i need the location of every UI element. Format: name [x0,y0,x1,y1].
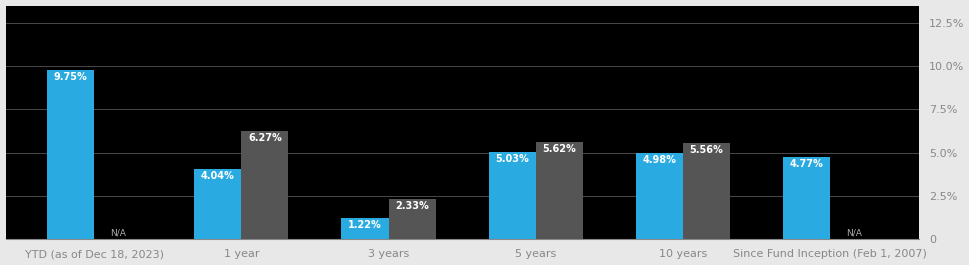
Text: 1.22%: 1.22% [348,220,382,230]
Text: 5.62%: 5.62% [542,144,576,154]
Bar [47,70,94,239]
Bar [635,153,682,239]
Bar [341,218,389,239]
Text: 5.03%: 5.03% [495,154,528,164]
Text: 9.75%: 9.75% [53,73,87,82]
Text: 4.77%: 4.77% [789,159,823,169]
Bar [194,169,241,239]
Text: N/A: N/A [109,229,126,238]
Bar [535,142,582,239]
Text: 2.33%: 2.33% [394,201,428,211]
Text: 4.98%: 4.98% [641,155,675,165]
Bar [682,143,730,239]
Text: 5.56%: 5.56% [689,145,723,155]
Text: 6.27%: 6.27% [248,133,281,143]
Text: 4.04%: 4.04% [201,171,234,181]
Bar [389,199,435,239]
Text: N/A: N/A [845,229,860,238]
Bar [488,152,535,239]
Bar [782,157,829,239]
Bar [241,131,288,239]
